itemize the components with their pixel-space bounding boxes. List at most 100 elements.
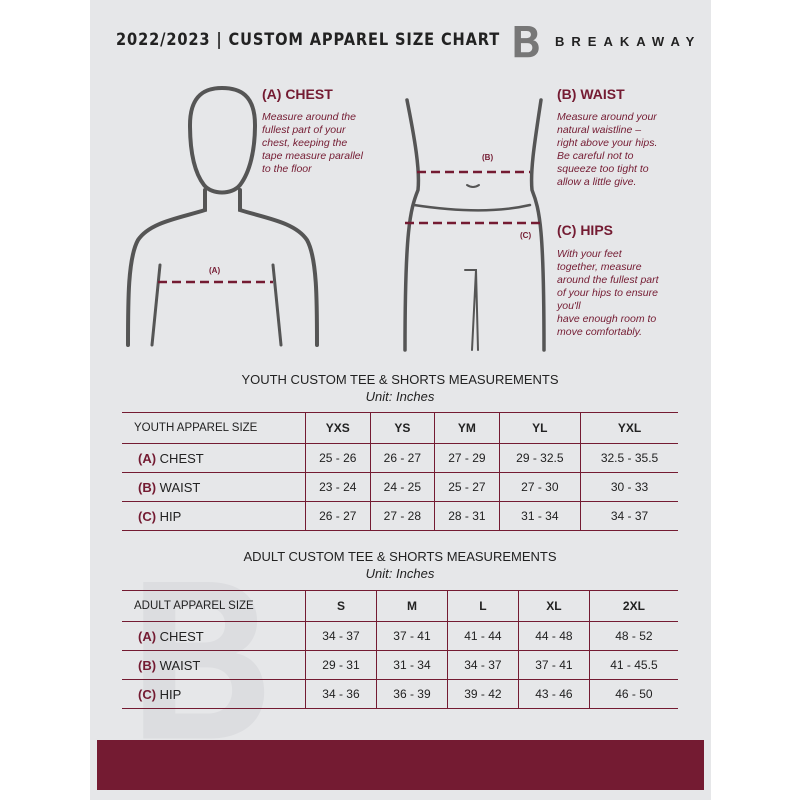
lower-body-figure <box>403 98 546 352</box>
table-header-row: YOUTH APPAREL SIZE YXS YS YM YL YXL <box>122 412 678 444</box>
row-label: (A) CHEST <box>122 621 306 651</box>
cell: 31 - 34 <box>375 650 448 680</box>
table-row: (B) WAIST 23 - 24 24 - 25 25 - 27 27 - 3… <box>122 472 678 502</box>
row-code: (C) <box>138 686 157 702</box>
text-line: Measure around your <box>557 111 657 123</box>
text-line: have enough room to <box>557 313 657 325</box>
text-line: Measure around the <box>262 111 356 123</box>
row-name: CHEST <box>159 450 204 466</box>
text-line: With your feet <box>557 248 622 260</box>
breakaway-logo <box>514 26 539 58</box>
text-line: right above your hips. <box>557 137 658 149</box>
row-label: (C) HIP <box>122 501 306 531</box>
brand-name: BREAKAWAY <box>555 34 702 49</box>
header-cell: YOUTH APPAREL SIZE <box>122 412 306 444</box>
table-row: (A) CHEST 34 - 37 37 - 41 41 - 44 44 - 4… <box>122 621 678 651</box>
page-title: 2022/2023 | CUSTOM APPAREL SIZE CHART <box>116 30 501 50</box>
cell: 34 - 37 <box>580 501 678 531</box>
table-row: (C) HIP 34 - 36 36 - 39 39 - 42 43 - 46 … <box>122 679 678 709</box>
table-row: (B) WAIST 29 - 31 31 - 34 34 - 37 37 - 4… <box>122 650 678 680</box>
row-label: (C) HIP <box>122 679 306 709</box>
header-cell: M <box>375 590 448 622</box>
header-cell: YS <box>369 412 435 444</box>
cell: 34 - 36 <box>305 679 377 709</box>
cell: 31 - 34 <box>498 501 581 531</box>
body-figures <box>126 85 546 352</box>
header-cell: 2XL <box>588 590 678 622</box>
table-row: (C) HIP 26 - 27 27 - 28 28 - 31 31 - 34 … <box>122 501 678 531</box>
waist-instructions: Measure around your natural waistline – … <box>557 111 657 189</box>
cell: 25 - 26 <box>305 443 371 473</box>
youth-size-table: YOUTH APPAREL SIZE YXS YS YM YL YXL (A) … <box>122 412 678 531</box>
cell: 36 - 39 <box>375 679 448 709</box>
cell: 24 - 25 <box>369 472 435 502</box>
row-name: HIP <box>159 508 182 524</box>
text-line: to the floor <box>262 163 312 175</box>
header-cell: YL <box>498 412 581 444</box>
youth-table-title: YOUTH CUSTOM TEE & SHORTS MEASUREMENTS <box>241 372 559 387</box>
text-line: fullest part of your <box>262 124 346 136</box>
cell: 32.5 - 35.5 <box>580 443 678 473</box>
row-code: (B) <box>138 657 157 673</box>
row-code: (B) <box>138 479 157 495</box>
hips-heading: (C) HIPS <box>557 222 613 238</box>
cell: 26 - 27 <box>305 501 371 531</box>
header-cell: XL <box>517 590 590 622</box>
cell: 29 - 32.5 <box>498 443 581 473</box>
cell: 39 - 42 <box>446 679 519 709</box>
row-name: HIP <box>159 686 182 702</box>
cell: 29 - 31 <box>305 650 377 680</box>
hips-instructions: With your feet together, measure around … <box>557 248 659 339</box>
header-cell: YM <box>434 412 500 444</box>
cell: 37 - 41 <box>375 621 448 651</box>
text-line: of your hips to ensure <box>557 287 658 299</box>
text-line: squeeze too tight to <box>557 163 649 175</box>
cell: 43 - 46 <box>517 679 590 709</box>
cell: 25 - 27 <box>434 472 500 502</box>
cell: 27 - 29 <box>434 443 500 473</box>
hips-marker: (C) <box>520 231 532 240</box>
table-header-row: ADULT APPAREL SIZE S M L XL 2XL <box>122 590 678 622</box>
header-cell: L <box>446 590 519 622</box>
cell: 41 - 44 <box>446 621 519 651</box>
chest-instructions: Measure around the fullest part of your … <box>262 111 363 176</box>
row-label: (B) WAIST <box>122 650 306 680</box>
cell: 48 - 52 <box>588 621 678 651</box>
text-line: natural waistline – <box>557 124 642 136</box>
cell: 37 - 41 <box>517 650 590 680</box>
cell: 23 - 24 <box>305 472 371 502</box>
table-row: (A) CHEST 25 - 26 26 - 27 27 - 29 29 - 3… <box>122 443 678 473</box>
header-cell: YXS <box>305 412 371 444</box>
row-name: CHEST <box>159 628 204 644</box>
waist-heading: (B) WAIST <box>557 86 625 102</box>
cell: 27 - 28 <box>369 501 435 531</box>
adult-size-table: ADULT APPAREL SIZE S M L XL 2XL (A) CHES… <box>122 590 678 709</box>
cell: 30 - 33 <box>580 472 678 502</box>
waist-marker: (B) <box>482 153 494 162</box>
row-code: (A) <box>138 450 157 466</box>
cell: 26 - 27 <box>369 443 435 473</box>
text-line: move comfortably. <box>557 326 642 338</box>
row-name: WAIST <box>159 657 201 673</box>
cell: 34 - 37 <box>305 621 377 651</box>
row-code: (A) <box>138 628 157 644</box>
cell: 46 - 50 <box>588 679 678 709</box>
chest-heading: (A) CHEST <box>262 86 333 102</box>
footer-band <box>97 740 704 790</box>
header-cell: ADULT APPAREL SIZE <box>122 590 306 622</box>
upper-body-figure <box>126 85 319 347</box>
youth-table-unit: Unit: Inches <box>365 389 435 404</box>
cell: 44 - 48 <box>517 621 590 651</box>
header-cell: YXL <box>580 412 678 444</box>
measure-lines <box>158 170 545 284</box>
row-label: (A) CHEST <box>122 443 306 473</box>
text-line: you'll <box>557 300 581 312</box>
cell: 41 - 45.5 <box>588 650 678 680</box>
text-line: around the fullest part <box>557 274 659 286</box>
chest-marker: (A) <box>209 266 221 275</box>
header-cell: S <box>305 590 377 622</box>
cell: 34 - 37 <box>446 650 519 680</box>
text-line: Be careful not to <box>557 150 634 162</box>
adult-table-unit: Unit: Inches <box>365 566 435 581</box>
text-line: chest, keeping the <box>262 137 348 149</box>
